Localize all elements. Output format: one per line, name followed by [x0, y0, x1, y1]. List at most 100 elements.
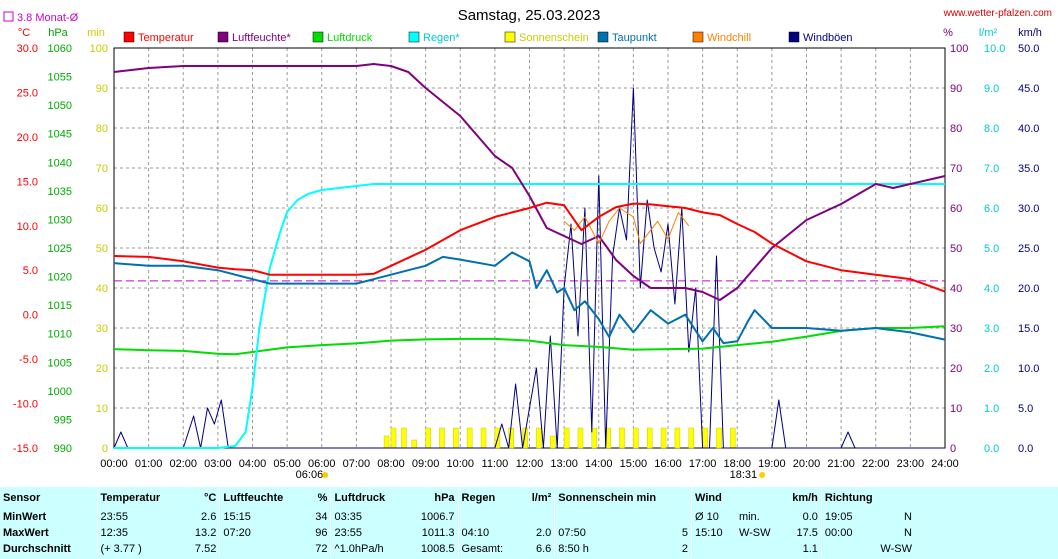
- stats-cell: 23:55: [330, 525, 406, 541]
- right-axis-tick-label: 1.0: [984, 403, 999, 415]
- source-link[interactable]: www.wetter-pfalzen.com: [943, 8, 1052, 19]
- right-axis-tick-label: 2.0: [984, 363, 999, 375]
- right-axis-unit-label: km/h: [1018, 27, 1042, 39]
- stats-cell: N: [904, 511, 912, 523]
- left-axis-tick-label: 1015: [48, 300, 72, 312]
- stats-cell: [691, 541, 736, 557]
- stats-cell: 96: [315, 527, 328, 539]
- x-axis-tick-label: 20:00: [793, 458, 821, 470]
- sunshine-bar: [646, 427, 653, 449]
- x-axis-tick-label: 23:00: [897, 458, 925, 470]
- left-axis-tick-label: -10.0: [13, 399, 38, 411]
- left-axis-tick-label: 70: [96, 163, 108, 175]
- stats-row-avg: Durchschnitt (+ 3.77 ) 7.52 72 ^1.0hPa/h…: [0, 541, 915, 557]
- sunshine-bar: [688, 427, 695, 449]
- stats-cell: 04:10: [457, 525, 521, 541]
- stats-header-wind: Wind: [691, 487, 736, 509]
- left-axis-tick-label: 5.0: [23, 265, 38, 277]
- x-axis-tick-label: 22:00: [862, 458, 890, 470]
- right-axis-tick-label: 10.0: [984, 43, 1005, 55]
- left-axis-tick-label: 10.0: [17, 221, 38, 233]
- stats-row-label: MinWert: [3, 511, 47, 523]
- stats-header-rain-unit: l/m²: [531, 492, 552, 504]
- stats-cell: 00:00: [820, 525, 866, 541]
- left-axis-unit-label: °C: [18, 27, 30, 39]
- left-axis-tick-label: 15.0: [17, 176, 38, 188]
- stats-cell: [820, 541, 866, 557]
- right-axis-tick-label: 40.0: [1018, 123, 1039, 135]
- stats-cell: Gesamt:: [457, 541, 521, 557]
- sunshine-bar: [674, 427, 681, 449]
- sunshine-bar: [550, 435, 556, 449]
- stats-cell: [457, 509, 521, 525]
- stats-header-sensor: Sensor: [3, 492, 41, 504]
- left-axis-tick-label: 20.0: [17, 132, 38, 144]
- left-axis-unit-label: min: [87, 27, 105, 39]
- legend-label: Regen*: [423, 32, 460, 44]
- left-axis-tick-label: 1060: [48, 43, 72, 55]
- stats-header-dir: Richtung: [820, 487, 915, 509]
- stats-row-max: MaxWert 12:35 13.2 07:20 96 23:55 1011.3…: [0, 525, 915, 541]
- right-axis-tick-label: 25.0: [1018, 243, 1039, 255]
- right-axis-tick-label: 4.0: [984, 283, 999, 295]
- left-axis-tick-label: 60: [96, 203, 108, 215]
- stats-cell: 07:50: [554, 525, 657, 541]
- legend-swatch: [312, 31, 324, 43]
- right-axis-tick-label: 15.0: [1018, 323, 1039, 335]
- left-axis-tick-label: 1045: [48, 129, 72, 141]
- stats-header-wind-unit: km/h: [792, 492, 818, 504]
- x-axis-tick-label: 16:00: [654, 458, 682, 470]
- avg-marker-label: 3.8 Monat-Ø: [17, 12, 79, 24]
- x-axis-tick-label: 06:00: [308, 458, 336, 470]
- legend-swatch: [217, 31, 229, 43]
- stats-cell: 8:50 h: [554, 541, 657, 557]
- right-axis-tick-label: 0.0: [984, 443, 999, 455]
- x-axis-tick-label: 07:00: [343, 458, 371, 470]
- left-axis-tick-label: 100: [90, 43, 108, 55]
- stats-cell: 17.5: [796, 527, 818, 539]
- legend-swatch: [788, 31, 800, 43]
- stats-cell: 03:35: [330, 509, 406, 525]
- legend-label: Luftdruck: [327, 32, 373, 44]
- sunset-icon: [759, 472, 766, 478]
- sunrise-label: 06:06: [296, 469, 324, 481]
- x-axis-tick-label: 12:00: [516, 458, 544, 470]
- stats-cell: [657, 509, 692, 525]
- sunshine-bar: [411, 439, 418, 449]
- stats-cell: [736, 541, 785, 557]
- sunshine-bar: [390, 427, 397, 449]
- left-axis-tick-label: 995: [54, 414, 72, 426]
- stats-row-label: Durchschnitt: [3, 543, 71, 555]
- left-axis-tick-label: 1025: [48, 243, 72, 255]
- x-axis-tick-label: 19:00: [758, 458, 786, 470]
- x-axis-tick-label: 21:00: [827, 458, 855, 470]
- stats-cell: [521, 509, 555, 525]
- series-line-luftfeuchte: [113, 63, 946, 301]
- left-axis-tick-label: 20: [96, 363, 108, 375]
- right-axis-tick-label: 70: [950, 163, 962, 175]
- stats-cell: 15:15: [219, 509, 307, 525]
- left-axis-tick-label: 1005: [48, 357, 72, 369]
- x-axis-tick-label: 24:00: [931, 458, 959, 470]
- legend-swatch: [504, 31, 516, 43]
- stats-cell: 12:35: [96, 525, 184, 541]
- legend-swatch: [597, 31, 609, 43]
- series-line-windben: [113, 87, 945, 449]
- sunshine-bar: [383, 435, 390, 449]
- legend-swatch: [408, 31, 420, 43]
- left-axis-tick-label: 80: [96, 123, 108, 135]
- right-axis-tick-label: 35.0: [1018, 163, 1039, 175]
- stats-cell: 23:55: [96, 509, 184, 525]
- series-line-regen: [114, 183, 945, 449]
- sunshine-bar: [425, 427, 431, 449]
- stats-cell: 0.0: [802, 511, 818, 523]
- x-axis-tick-label: 18:00: [723, 458, 751, 470]
- right-axis-tick-label: 40: [950, 283, 962, 295]
- stats-cell: 19:05: [820, 509, 866, 525]
- legend-label: Sonnenschein: [519, 32, 589, 44]
- x-axis-tick-label: 17:00: [689, 458, 717, 470]
- sunshine-bar: [591, 427, 598, 449]
- legend-label: Luftfeuchte*: [232, 32, 291, 44]
- legend-swatch: [123, 31, 135, 43]
